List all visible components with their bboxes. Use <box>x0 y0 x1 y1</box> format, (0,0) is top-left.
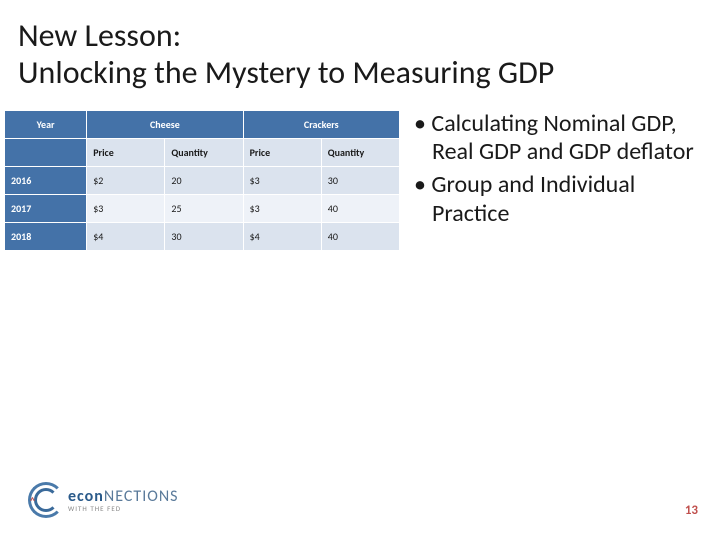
slide-footer: ^ econNECTIONS WITH THE FED 13 <box>28 482 698 518</box>
cell-value: 40 <box>321 222 399 250</box>
bullet-item: Group and Individual Practice <box>414 171 702 229</box>
table-row: 2018 $4 30 $4 40 <box>5 222 400 250</box>
cell-year: 2017 <box>5 194 87 222</box>
logo-brand: econNECTIONS <box>68 489 179 505</box>
col-cheese-qty: Quantity <box>165 138 243 166</box>
table-row: 2016 $2 20 $3 30 <box>5 166 400 194</box>
cell-value: 40 <box>321 194 399 222</box>
cell-value: $3 <box>243 166 321 194</box>
title-line-1: New Lesson: <box>18 18 702 55</box>
cell-value: $2 <box>87 166 165 194</box>
econnections-logo: ^ econNECTIONS WITH THE FED <box>28 482 179 518</box>
col-group-crackers: Crackers <box>243 110 399 138</box>
title-line-2: Unlocking the Mystery to Measuring GDP <box>18 55 702 92</box>
cell-value: $4 <box>87 222 165 250</box>
cell-value: $3 <box>87 194 165 222</box>
content-row: Year Cheese Crackers Price Quantity Pric… <box>0 102 720 251</box>
table-column: Year Cheese Crackers Price Quantity Pric… <box>0 110 400 251</box>
bullet-list: Calculating Nominal GDP, Real GDP and GD… <box>414 110 702 229</box>
col-group-cheese: Cheese <box>87 110 243 138</box>
logo-text: econNECTIONS WITH THE FED <box>68 489 179 512</box>
logo-mark-icon: ^ <box>28 482 64 518</box>
table-header-row-1: Year Cheese Crackers <box>5 110 400 138</box>
cell-value: 20 <box>165 166 243 194</box>
cell-value: 30 <box>321 166 399 194</box>
cell-value: 30 <box>165 222 243 250</box>
col-crackers-qty: Quantity <box>321 138 399 166</box>
bullet-item: Calculating Nominal GDP, Real GDP and GD… <box>414 110 702 168</box>
cell-value: $4 <box>243 222 321 250</box>
col-crackers-price: Price <box>243 138 321 166</box>
table-header-row-2: Price Quantity Price Quantity <box>5 138 400 166</box>
cell-value: 25 <box>165 194 243 222</box>
table-row: 2017 $3 25 $3 40 <box>5 194 400 222</box>
col-year-header: Year <box>5 110 87 138</box>
slide-title-block: New Lesson: Unlocking the Mystery to Mea… <box>0 0 720 102</box>
page-number: 13 <box>685 503 698 518</box>
gdp-data-table: Year Cheese Crackers Price Quantity Pric… <box>4 110 400 251</box>
col-cheese-price: Price <box>87 138 165 166</box>
col-year-spacer <box>5 138 87 166</box>
cell-value: $3 <box>243 194 321 222</box>
cell-year: 2016 <box>5 166 87 194</box>
cell-year: 2018 <box>5 222 87 250</box>
logo-tagline: WITH THE FED <box>68 505 179 512</box>
bullet-column: Calculating Nominal GDP, Real GDP and GD… <box>400 110 720 251</box>
